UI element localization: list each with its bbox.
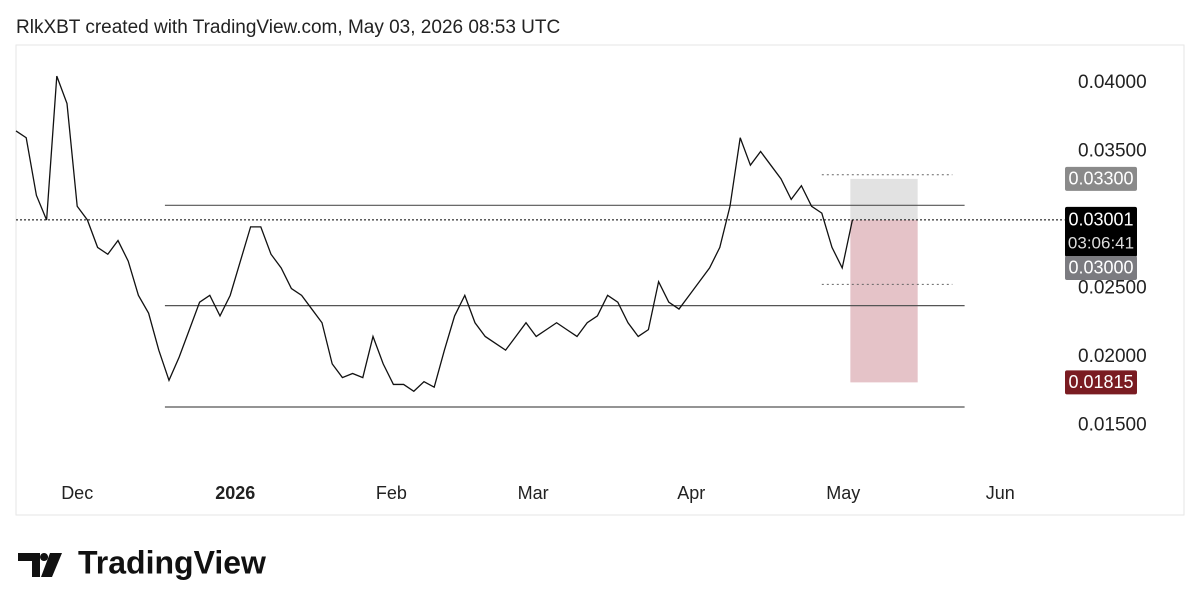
logo: [18, 553, 62, 577]
stop-tag-bg: [1065, 166, 1137, 191]
target-tag-bg: [1065, 370, 1137, 395]
x-tick-label: Apr: [677, 483, 705, 503]
logo-mark: [18, 553, 62, 577]
stop-zone: [850, 178, 918, 220]
y-tick-label: 0.02500: [1078, 278, 1147, 299]
x-tick-label: Dec: [61, 483, 93, 503]
stop-tag-label: 0.03300: [1068, 169, 1133, 189]
target-tag-label: 0.01815: [1068, 372, 1133, 392]
price-line: [15, 75, 854, 393]
entry-tag-bg: [1065, 255, 1137, 280]
last-price-tag-bg: [1065, 206, 1137, 257]
y-tick-label: 0.02000: [1078, 346, 1147, 367]
last-price-label: 0.03001: [1068, 210, 1133, 230]
entry-tag-label: 0.03000: [1068, 258, 1133, 278]
x-tick-label: 2026: [215, 483, 255, 503]
y-tick-label: 0.01500: [1078, 415, 1147, 436]
x-tick-label: Feb: [376, 483, 407, 503]
header-title: RlkXBT created with TradingView.com, May…: [16, 17, 560, 38]
brand: TradingView: [78, 544, 266, 580]
y-tick-label: 0.03500: [1078, 140, 1147, 161]
x-tick-label: Mar: [518, 483, 549, 503]
target-zone: [850, 219, 918, 383]
countdown: 03:06:41: [1068, 233, 1134, 252]
chart-frame: [15, 44, 1185, 516]
x-tick-label: Jun: [986, 483, 1015, 503]
x-tick-label: May: [826, 483, 860, 503]
y-tick-label: 0.04000: [1078, 72, 1147, 93]
